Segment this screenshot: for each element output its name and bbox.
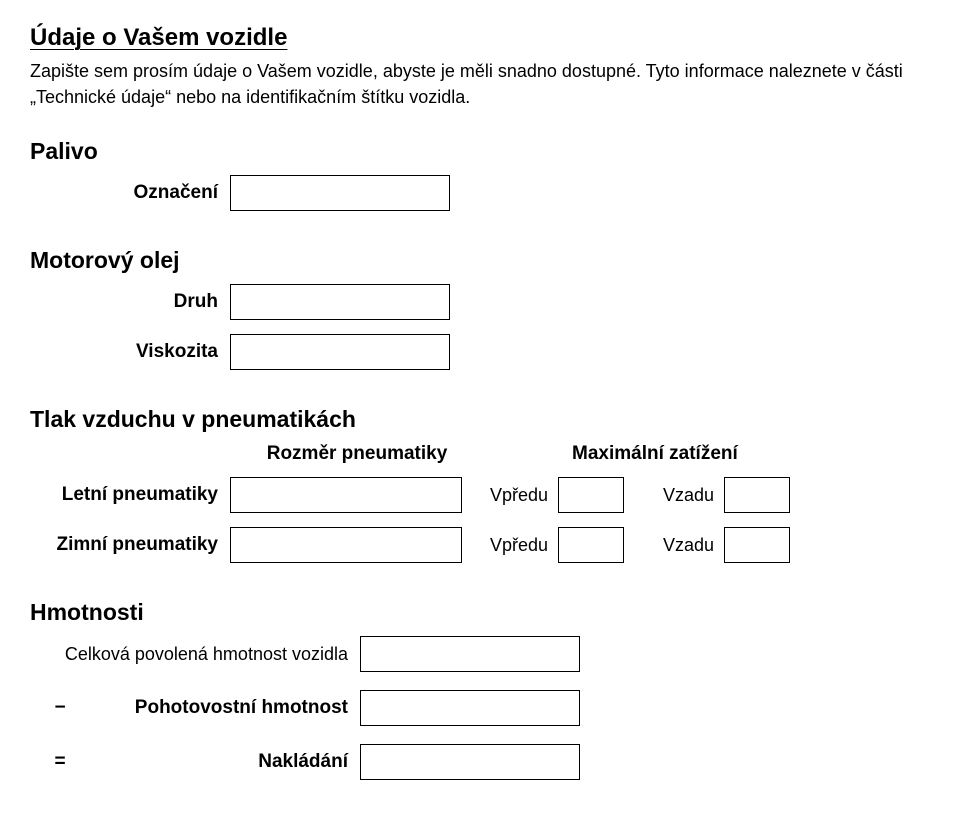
weight-loading-row: = Nakládání [30,744,930,780]
tire-winter-label: Zimní pneumatiky [30,534,230,556]
weight-gvw-input[interactable] [360,636,580,672]
oil-type-input[interactable] [230,284,450,320]
weight-kerb-row: − Pohotovostní hmotnost [30,690,930,726]
weight-kerb-input[interactable] [360,690,580,726]
page-title: Údaje o Vašem vozidle [30,24,930,52]
oil-viscosity-input[interactable] [230,334,450,370]
weight-equals-symbol: = [30,751,90,773]
section-tires-heading: Tlak vzduchu v pneumatikách [30,406,930,433]
intro-text: Zapište sem prosím údaje o Vašem vozidle… [30,58,930,110]
tire-summer-front-label: Vpředu [462,485,558,506]
tire-summer-size-input[interactable] [230,477,462,513]
tire-header-row: Rozměr pneumatiky Maximální zatížení [30,443,930,465]
tire-summer-rear-label: Vzadu [624,485,724,506]
section-fuel-heading: Palivo [30,138,930,165]
fuel-designation-label: Označení [30,182,230,204]
weight-minus-symbol: − [30,697,90,719]
weight-loading-label: Nakládání [90,751,360,773]
tire-winter-rear-label: Vzadu [624,535,724,556]
oil-type-row: Druh [30,284,930,320]
oil-viscosity-row: Viskozita [30,334,930,370]
tire-summer-label: Letní pneumatiky [30,484,230,506]
tire-winter-front-label: Vpředu [462,535,558,556]
weight-kerb-label: Pohotovostní hmotnost [90,697,360,720]
tire-summer-rear-input[interactable] [724,477,790,513]
tire-summer-row: Letní pneumatiky Vpředu Vzadu [30,477,930,513]
tire-summer-front-input[interactable] [558,477,624,513]
tire-winter-front-input[interactable] [558,527,624,563]
tire-winter-size-input[interactable] [230,527,462,563]
fuel-designation-row: Označení [30,175,930,211]
weight-loading-input[interactable] [360,744,580,780]
tire-load-header: Maximální zatížení [572,443,738,465]
oil-viscosity-label: Viskozita [30,341,230,363]
fuel-designation-input[interactable] [230,175,450,211]
section-weights-heading: Hmotnosti [30,599,930,626]
tire-size-header: Rozměr pneumatiky [242,443,472,465]
section-oil-heading: Motorový olej [30,247,930,274]
weight-gvw-label: Celková povolená hmotnost vozidla [30,644,360,665]
weight-gvw-row: Celková povolená hmotnost vozidla [30,636,930,672]
tire-winter-row: Zimní pneumatiky Vpředu Vzadu [30,527,930,563]
oil-type-label: Druh [30,291,230,313]
tire-winter-rear-input[interactable] [724,527,790,563]
